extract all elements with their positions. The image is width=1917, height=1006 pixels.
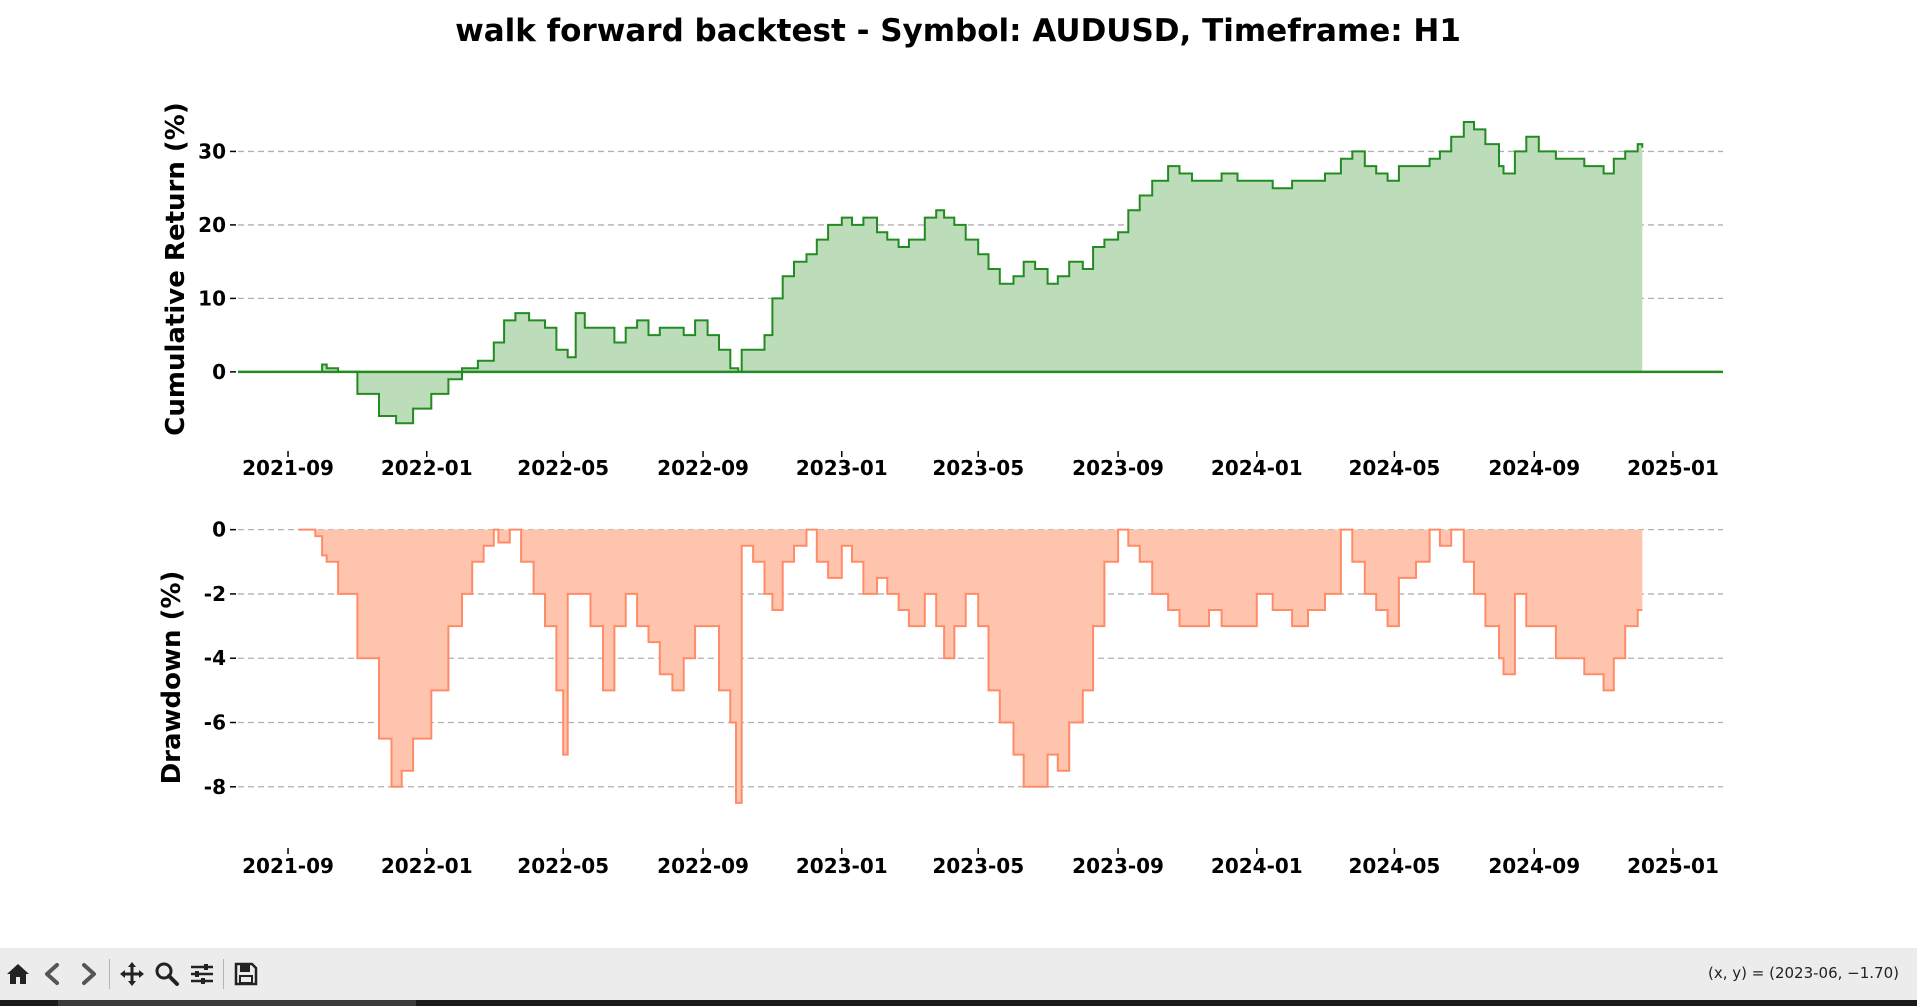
x-tick-label: 2022-09 (657, 854, 749, 878)
x-tick-label: 2022-01 (381, 854, 473, 878)
arrow-left-icon (45, 963, 59, 985)
x-tick-label: 2023-05 (932, 456, 1024, 480)
navigation-toolbar: (x, y) = (2023-06, −1.70) (0, 948, 1917, 1000)
x-tick-label: 2025-01 (1627, 456, 1719, 480)
figure-title: walk forward backtest - Symbol: AUDUSD, … (455, 13, 1461, 49)
x-tick-label: 2022-05 (517, 456, 609, 480)
y-axis-label: Drawdown (%) (157, 571, 187, 785)
taskbar-strip (0, 1000, 1917, 1006)
move-icon (120, 962, 144, 986)
cumulative-return-line (274, 121, 1644, 425)
drawdown-area (298, 529, 1643, 803)
arrow-right-icon (82, 963, 96, 985)
x-tick-label: 2022-09 (657, 456, 749, 480)
cumulative-return-area (274, 122, 1643, 424)
y-tick-label: 10 (198, 286, 226, 310)
drawdown-line (298, 528, 1643, 804)
x-tick-label: 2023-05 (932, 854, 1024, 878)
configure-subplots-button[interactable] (185, 954, 219, 994)
x-tick-label: 2021-09 (242, 854, 334, 878)
sliders-icon (191, 964, 213, 984)
y-tick-label: 30 (198, 139, 226, 163)
x-tick-label: 2024-05 (1348, 854, 1440, 878)
pan-button[interactable] (115, 954, 149, 994)
x-tick-label: 2024-01 (1211, 456, 1303, 480)
y-tick-label: -8 (204, 775, 226, 799)
y-tick-label: -4 (204, 646, 226, 670)
cursor-coordinates: (x, y) = (2023-06, −1.70) (1708, 964, 1899, 982)
toolbar-separator (223, 959, 224, 989)
x-tick-label: 2023-09 (1072, 854, 1164, 878)
save-button[interactable] (229, 954, 263, 994)
toolbar-separator (109, 959, 110, 989)
floppy-disk-icon (234, 962, 258, 986)
x-tick-label: 2024-09 (1488, 854, 1580, 878)
y-tick-label: -2 (204, 582, 226, 606)
y-tick-label: -6 (204, 711, 226, 735)
home-button[interactable] (1, 954, 35, 994)
x-tick-label: 2021-09 (242, 456, 334, 480)
x-tick-label: 2022-01 (381, 456, 473, 480)
x-tick-label: 2023-01 (796, 854, 888, 878)
y-axis-label: Cumulative Return (%) (161, 102, 191, 435)
zoom-button[interactable] (150, 954, 184, 994)
y-tick-label: 20 (198, 213, 226, 237)
x-tick-label: 2024-05 (1348, 456, 1440, 480)
y-tick-label: 0 (212, 360, 226, 384)
cumulative-return-axes: 0 10 20 30 2021-09 2022-01 2022-05 2022-09 2023-… (161, 102, 1723, 480)
x-tick-label: 2025-01 (1627, 854, 1719, 878)
x-tick-label: 2024-09 (1488, 456, 1580, 480)
magnifier-icon (155, 962, 179, 986)
back-button[interactable] (36, 954, 70, 994)
y-tick-label: 0 (212, 518, 226, 542)
figure-canvas: walk forward backtest - Symbol: AUDUSD, … (157, 13, 1723, 878)
home-icon (7, 964, 29, 984)
x-tick-label: 2023-09 (1072, 456, 1164, 480)
forward-button[interactable] (71, 954, 105, 994)
x-tick-label: 2023-01 (796, 456, 888, 480)
drawdown-axes: -8 -6 -4 -2 0 2021-09 2022-01 2022-05 2022-09 202… (157, 518, 1723, 878)
x-tick-label: 2024-01 (1211, 854, 1303, 878)
x-tick-label: 2022-05 (517, 854, 609, 878)
